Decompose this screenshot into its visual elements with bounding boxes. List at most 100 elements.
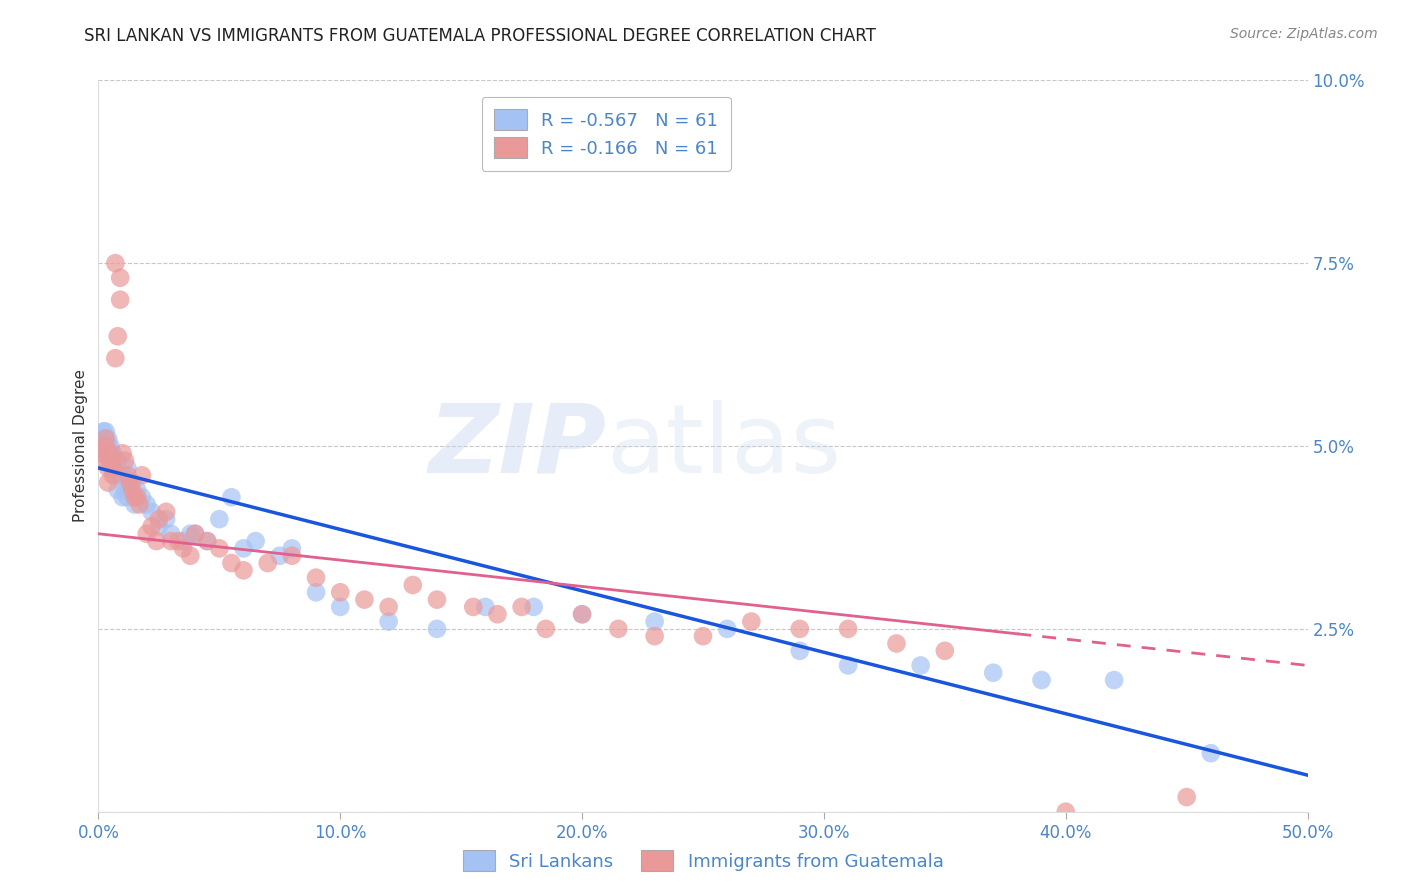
Point: [90, 439, 112, 453]
Point: [97, 461, 120, 475]
Point: [426, 622, 449, 636]
Point: [118, 483, 141, 497]
Point: [353, 592, 375, 607]
Point: [101, 468, 124, 483]
Point: [111, 446, 134, 460]
Point: [148, 519, 170, 533]
Point: [716, 622, 738, 636]
Point: [118, 475, 141, 490]
Point: [145, 534, 167, 549]
Point: [108, 468, 131, 483]
Point: [934, 644, 956, 658]
Point: [789, 622, 811, 636]
Point: [269, 549, 291, 563]
Point: [184, 526, 207, 541]
Point: [91, 453, 114, 467]
Point: [329, 585, 352, 599]
Point: [127, 483, 149, 497]
Point: [101, 446, 124, 460]
Point: [195, 534, 218, 549]
Point: [108, 270, 131, 285]
Point: [305, 585, 328, 599]
Point: [141, 519, 163, 533]
Point: [155, 512, 177, 526]
Point: [114, 453, 136, 467]
Point: [111, 468, 134, 483]
Point: [740, 615, 762, 629]
Point: [281, 549, 304, 563]
Point: [208, 541, 231, 556]
Point: [107, 453, 129, 467]
Point: [141, 505, 163, 519]
Point: [97, 475, 120, 490]
Point: [256, 556, 278, 570]
Point: [523, 599, 546, 614]
Point: [1031, 673, 1053, 687]
Point: [167, 534, 190, 549]
Point: [837, 658, 859, 673]
Point: [1054, 805, 1077, 819]
Point: [644, 615, 666, 629]
Point: [100, 439, 122, 453]
Point: [160, 534, 183, 549]
Point: [486, 607, 509, 622]
Text: SRI LANKAN VS IMMIGRANTS FROM GUATEMALA PROFESSIONAL DEGREE CORRELATION CHART: SRI LANKAN VS IMMIGRANTS FROM GUATEMALA …: [84, 27, 876, 45]
Point: [94, 432, 117, 446]
Point: [90, 446, 112, 460]
Point: [100, 453, 122, 467]
Point: [97, 439, 120, 453]
Point: [329, 599, 352, 614]
Point: [127, 490, 149, 504]
Point: [474, 599, 496, 614]
Point: [128, 498, 150, 512]
Point: [981, 665, 1004, 680]
Point: [108, 293, 131, 307]
Point: [135, 498, 157, 512]
Point: [155, 505, 177, 519]
Legend: R = -0.567   N = 61, R = -0.166   N = 61: R = -0.567 N = 61, R = -0.166 N = 61: [482, 96, 731, 171]
Point: [195, 534, 218, 549]
Point: [148, 512, 170, 526]
Point: [172, 534, 194, 549]
Point: [121, 483, 143, 497]
Point: [377, 599, 399, 614]
Point: [91, 432, 114, 446]
Point: [97, 446, 120, 460]
Point: [221, 490, 243, 504]
Point: [94, 439, 117, 453]
Point: [117, 468, 139, 483]
Point: [172, 541, 194, 556]
Point: [101, 461, 124, 475]
Point: [94, 425, 117, 439]
Point: [179, 526, 201, 541]
Point: [179, 549, 201, 563]
Point: [104, 468, 127, 483]
Legend: Sri Lankans, Immigrants from Guatemala: Sri Lankans, Immigrants from Guatemala: [456, 843, 950, 879]
Point: [184, 526, 207, 541]
Point: [94, 439, 117, 453]
Text: Source: ZipAtlas.com: Source: ZipAtlas.com: [1230, 27, 1378, 41]
Text: atlas: atlas: [606, 400, 841, 492]
Point: [232, 563, 254, 577]
Point: [114, 483, 136, 497]
Text: ZIP: ZIP: [429, 400, 606, 492]
Y-axis label: Professional Degree: Professional Degree: [73, 369, 89, 523]
Point: [377, 615, 399, 629]
Point: [1102, 673, 1125, 687]
Point: [426, 592, 449, 607]
Point: [97, 432, 120, 446]
Point: [100, 446, 122, 460]
Point: [104, 256, 127, 270]
Point: [104, 351, 127, 366]
Point: [117, 461, 139, 475]
Point: [463, 599, 485, 614]
Point: [534, 622, 557, 636]
Point: [232, 541, 254, 556]
Point: [100, 446, 122, 460]
Point: [117, 490, 139, 504]
Point: [221, 556, 243, 570]
Point: [571, 607, 593, 622]
Point: [789, 644, 811, 658]
Point: [510, 599, 533, 614]
Point: [1199, 746, 1222, 760]
